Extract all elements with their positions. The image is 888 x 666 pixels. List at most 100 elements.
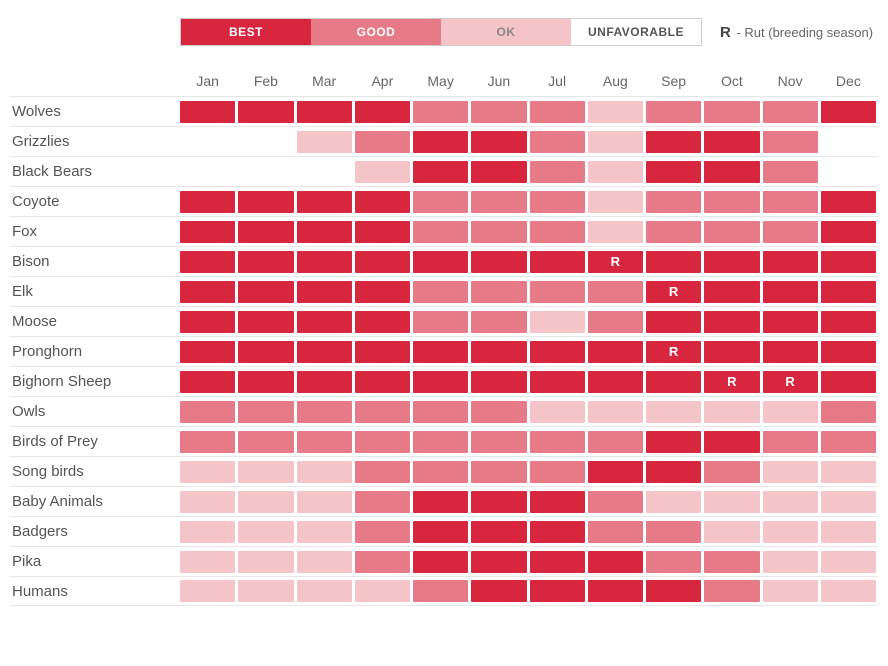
- cell: [821, 401, 876, 423]
- cell: [297, 431, 352, 453]
- row-label: Grizzlies: [10, 133, 180, 150]
- cell: [355, 281, 410, 303]
- cell: [704, 521, 759, 543]
- cell: [704, 401, 759, 423]
- cell: [413, 161, 468, 183]
- cell: [763, 161, 818, 183]
- cell: [588, 580, 643, 602]
- table-row: Moose: [10, 306, 878, 336]
- row-cells: [180, 431, 878, 453]
- cell: [530, 251, 585, 273]
- cell: [471, 221, 526, 243]
- table-row: Grizzlies: [10, 126, 878, 156]
- cell: [471, 311, 526, 333]
- cell: [471, 521, 526, 543]
- cell: [180, 401, 235, 423]
- rut-note: R - Rut (breeding season): [720, 24, 873, 41]
- cell: [704, 311, 759, 333]
- row-label: Birds of Prey: [10, 433, 180, 450]
- cell: [821, 461, 876, 483]
- cell: [646, 461, 701, 483]
- cell: [297, 371, 352, 393]
- table-row: Owls: [10, 396, 878, 426]
- month-header: Mar: [297, 73, 352, 89]
- row-label: Baby Animals: [10, 493, 180, 510]
- cell: [704, 131, 759, 153]
- table-row: BisonR: [10, 246, 878, 276]
- row-label: Song birds: [10, 463, 180, 480]
- cell: [180, 431, 235, 453]
- cell: [297, 101, 352, 123]
- table-row: Bighorn SheepRR: [10, 366, 878, 396]
- cell: [180, 161, 235, 183]
- row-cells: [180, 401, 878, 423]
- legend-scale: BESTGOODOKUNFAVORABLE: [180, 18, 702, 46]
- cell: [297, 281, 352, 303]
- cell: [471, 371, 526, 393]
- cell: [355, 580, 410, 602]
- cell: [471, 281, 526, 303]
- cell: [180, 551, 235, 573]
- cell: [355, 251, 410, 273]
- cell: [588, 101, 643, 123]
- cell: [297, 551, 352, 573]
- cell: [471, 461, 526, 483]
- month-header: Jul: [530, 73, 585, 89]
- cell: [704, 461, 759, 483]
- cell: [297, 580, 352, 602]
- cell: [355, 101, 410, 123]
- cell: [588, 521, 643, 543]
- cell: [646, 101, 701, 123]
- cell: [588, 221, 643, 243]
- cell: [588, 131, 643, 153]
- cell: R: [763, 371, 818, 393]
- cell: [588, 191, 643, 213]
- table-row: Coyote: [10, 186, 878, 216]
- cell: [180, 251, 235, 273]
- cell: [180, 521, 235, 543]
- legend-best: BEST: [181, 19, 311, 45]
- table-row: Baby Animals: [10, 486, 878, 516]
- cell: [821, 521, 876, 543]
- cell: [413, 221, 468, 243]
- table-row: ElkR: [10, 276, 878, 306]
- row-cells: R: [180, 341, 878, 363]
- cell: [238, 580, 293, 602]
- cell: [704, 101, 759, 123]
- cell: [471, 491, 526, 513]
- cell: [355, 161, 410, 183]
- cell: [471, 131, 526, 153]
- cell: [413, 461, 468, 483]
- cell: [646, 251, 701, 273]
- cell: [180, 371, 235, 393]
- cell: [821, 491, 876, 513]
- data-rows: WolvesGrizzliesBlack BearsCoyoteFoxBison…: [10, 96, 878, 606]
- cell: [646, 221, 701, 243]
- row-cells: [180, 311, 878, 333]
- heatmap-table: JanFebMarAprMayJunJulAugSepOctNovDec Wol…: [10, 66, 878, 606]
- month-header: Sep: [646, 73, 701, 89]
- row-label: Bison: [10, 253, 180, 270]
- cell: [646, 521, 701, 543]
- table-row: Wolves: [10, 96, 878, 126]
- table-row: Humans: [10, 576, 878, 606]
- cell: [763, 281, 818, 303]
- cell: [413, 431, 468, 453]
- cell: [238, 491, 293, 513]
- cell: [821, 371, 876, 393]
- cell: [530, 580, 585, 602]
- cell: [530, 521, 585, 543]
- cell: [413, 521, 468, 543]
- cell: [238, 311, 293, 333]
- cell: [413, 131, 468, 153]
- cell: [763, 551, 818, 573]
- row-label: Fox: [10, 223, 180, 240]
- table-row: Birds of Prey: [10, 426, 878, 456]
- cell: [530, 431, 585, 453]
- row-cells: RR: [180, 371, 878, 393]
- cell: [763, 221, 818, 243]
- cell: [821, 281, 876, 303]
- cell: [588, 461, 643, 483]
- row-cells: [180, 161, 878, 183]
- row-cells: R: [180, 251, 878, 273]
